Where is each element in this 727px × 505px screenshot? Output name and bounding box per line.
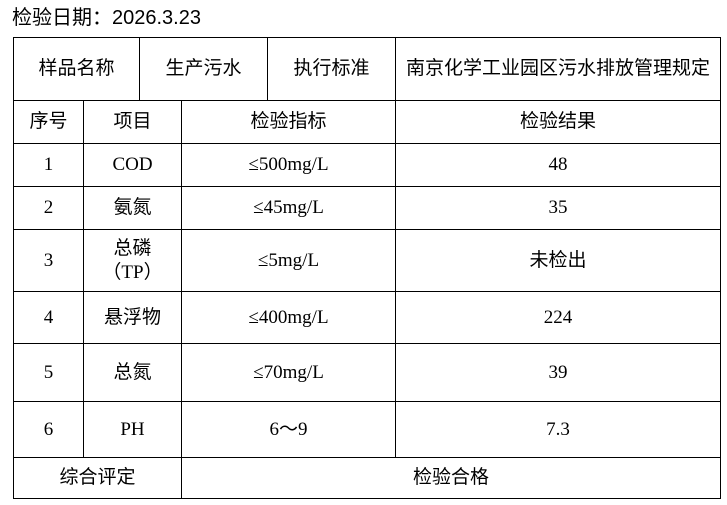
- table-cell: 6: [13, 401, 84, 458]
- table-cell: ≤70mg/L: [181, 343, 396, 402]
- column-header: 项目: [83, 100, 182, 144]
- table-cell: 39: [395, 343, 721, 402]
- table-cell: 3: [13, 229, 84, 292]
- column-header: 序号: [13, 100, 84, 144]
- table-cell: 224: [395, 291, 721, 344]
- table-cell: COD: [83, 143, 182, 187]
- table-cell: 7.3: [395, 401, 721, 458]
- table-cell: 35: [395, 186, 721, 230]
- header-cell: 执行标准: [267, 37, 396, 101]
- table-cell: 悬浮物: [83, 291, 182, 344]
- table-cell: 6～9: [181, 401, 396, 458]
- column-header: 检验指标: [181, 100, 396, 144]
- footer-label: 综合评定: [13, 457, 182, 499]
- table-cell: 未检出: [395, 229, 721, 292]
- header-cell: 生产污水: [139, 37, 268, 101]
- column-header: 检验结果: [395, 100, 721, 144]
- header-cell: 样品名称: [13, 37, 140, 101]
- table-cell: 总磷 （TP）: [83, 229, 182, 292]
- table-cell: 总氮: [83, 343, 182, 402]
- table-cell: ≤5mg/L: [181, 229, 396, 292]
- table-cell: 氨氮: [83, 186, 182, 230]
- table-cell: ≤500mg/L: [181, 143, 396, 187]
- header-cell: 南京化学工业园区污水排放管理规定: [395, 37, 721, 101]
- table-cell: 2: [13, 186, 84, 230]
- table-cell: 5: [13, 343, 84, 402]
- table-cell: 4: [13, 291, 84, 344]
- footer-value: 检验合格: [181, 457, 721, 499]
- inspection-date: 检验日期：2026.3.23: [12, 7, 201, 29]
- table-cell: ≤45mg/L: [181, 186, 396, 230]
- table-cell: 48: [395, 143, 721, 187]
- table-cell: 1: [13, 143, 84, 187]
- table-cell: PH: [83, 401, 182, 458]
- table-cell: ≤400mg/L: [181, 291, 396, 344]
